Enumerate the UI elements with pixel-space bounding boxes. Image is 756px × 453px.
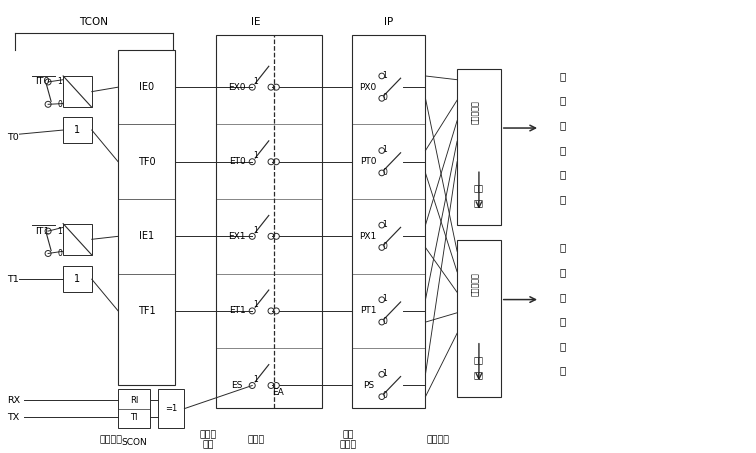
Text: 断: 断 xyxy=(559,316,565,326)
Text: 1: 1 xyxy=(383,145,387,154)
Text: T1: T1 xyxy=(8,275,19,284)
Text: 中断
优先级: 中断 优先级 xyxy=(339,430,357,450)
Text: 地址: 地址 xyxy=(474,371,484,381)
Text: 0: 0 xyxy=(383,317,387,326)
Bar xyxy=(216,35,321,408)
Bar xyxy=(158,389,184,428)
Text: TX: TX xyxy=(8,413,20,422)
Text: PT1: PT1 xyxy=(360,306,376,315)
Text: ET1: ET1 xyxy=(229,306,246,315)
Bar xyxy=(64,76,91,107)
Text: IT0: IT0 xyxy=(36,77,50,87)
Text: 矢量: 矢量 xyxy=(474,185,484,194)
Text: EA: EA xyxy=(272,389,284,397)
Text: 地址: 地址 xyxy=(474,200,484,209)
Text: 求: 求 xyxy=(559,366,565,376)
Text: 请: 请 xyxy=(559,341,565,351)
Text: 1: 1 xyxy=(253,77,258,86)
Text: SCON: SCON xyxy=(121,439,147,448)
Text: 低: 低 xyxy=(559,242,565,252)
Text: =1: =1 xyxy=(165,404,178,413)
Text: ET0: ET0 xyxy=(229,157,246,166)
Bar xyxy=(64,224,91,255)
Text: 1: 1 xyxy=(253,151,258,160)
Text: 1: 1 xyxy=(383,71,387,80)
Text: 1: 1 xyxy=(253,226,258,235)
Text: 硬件查询: 硬件查询 xyxy=(426,435,450,444)
Text: 1: 1 xyxy=(253,300,258,309)
Bar xyxy=(457,68,500,225)
Text: PX1: PX1 xyxy=(360,232,376,241)
Text: 1: 1 xyxy=(383,294,387,304)
Text: IE1: IE1 xyxy=(139,231,154,241)
Text: 固定优先级: 固定优先级 xyxy=(472,272,480,296)
Text: PT0: PT0 xyxy=(360,157,376,166)
Bar xyxy=(64,266,91,292)
Text: 1: 1 xyxy=(383,369,387,378)
Text: 0: 0 xyxy=(383,168,387,177)
Text: RX: RX xyxy=(8,395,20,405)
Text: 0: 0 xyxy=(57,100,62,109)
Text: 级: 级 xyxy=(559,267,565,277)
Text: PS: PS xyxy=(363,381,373,390)
Text: T0: T0 xyxy=(8,133,19,142)
Text: 0: 0 xyxy=(57,249,62,258)
Text: 1: 1 xyxy=(74,274,81,284)
Text: ES: ES xyxy=(231,381,243,390)
Bar xyxy=(118,50,175,386)
Text: 1: 1 xyxy=(383,220,387,229)
Text: 总允许: 总允许 xyxy=(247,435,265,444)
Text: 0: 0 xyxy=(383,391,387,400)
Text: 高: 高 xyxy=(559,71,565,81)
Text: 中断标志: 中断标志 xyxy=(99,435,122,444)
Text: 1: 1 xyxy=(57,226,62,236)
Bar xyxy=(457,240,500,397)
Text: TCON: TCON xyxy=(79,17,108,27)
Text: 固定优先级: 固定优先级 xyxy=(472,101,480,124)
Text: TF0: TF0 xyxy=(138,157,155,167)
Text: RI: RI xyxy=(130,395,138,405)
Bar xyxy=(64,117,91,143)
Text: 求: 求 xyxy=(559,194,565,204)
Text: 请: 请 xyxy=(559,169,565,179)
Text: IT1: IT1 xyxy=(36,226,50,236)
Bar xyxy=(118,389,150,428)
Text: 0: 0 xyxy=(383,93,387,102)
Text: 中断源
允许: 中断源 允许 xyxy=(200,430,217,450)
Text: 矢量: 矢量 xyxy=(474,357,484,366)
Text: IE0: IE0 xyxy=(139,82,154,92)
Text: 1: 1 xyxy=(74,125,81,135)
Text: TI: TI xyxy=(130,413,138,422)
Text: EX1: EX1 xyxy=(228,232,246,241)
Text: 1: 1 xyxy=(253,375,258,384)
Text: 0: 0 xyxy=(383,242,387,251)
Text: PX0: PX0 xyxy=(360,82,376,92)
Text: 中: 中 xyxy=(559,120,565,130)
Text: IP: IP xyxy=(384,17,393,27)
Text: 断: 断 xyxy=(559,145,565,155)
Text: 中: 中 xyxy=(559,292,565,302)
Text: 1: 1 xyxy=(57,77,62,87)
Text: EX0: EX0 xyxy=(228,82,246,92)
Text: TF1: TF1 xyxy=(138,306,155,316)
Text: 级: 级 xyxy=(559,96,565,106)
Text: IE: IE xyxy=(252,17,261,27)
Bar xyxy=(352,35,426,408)
